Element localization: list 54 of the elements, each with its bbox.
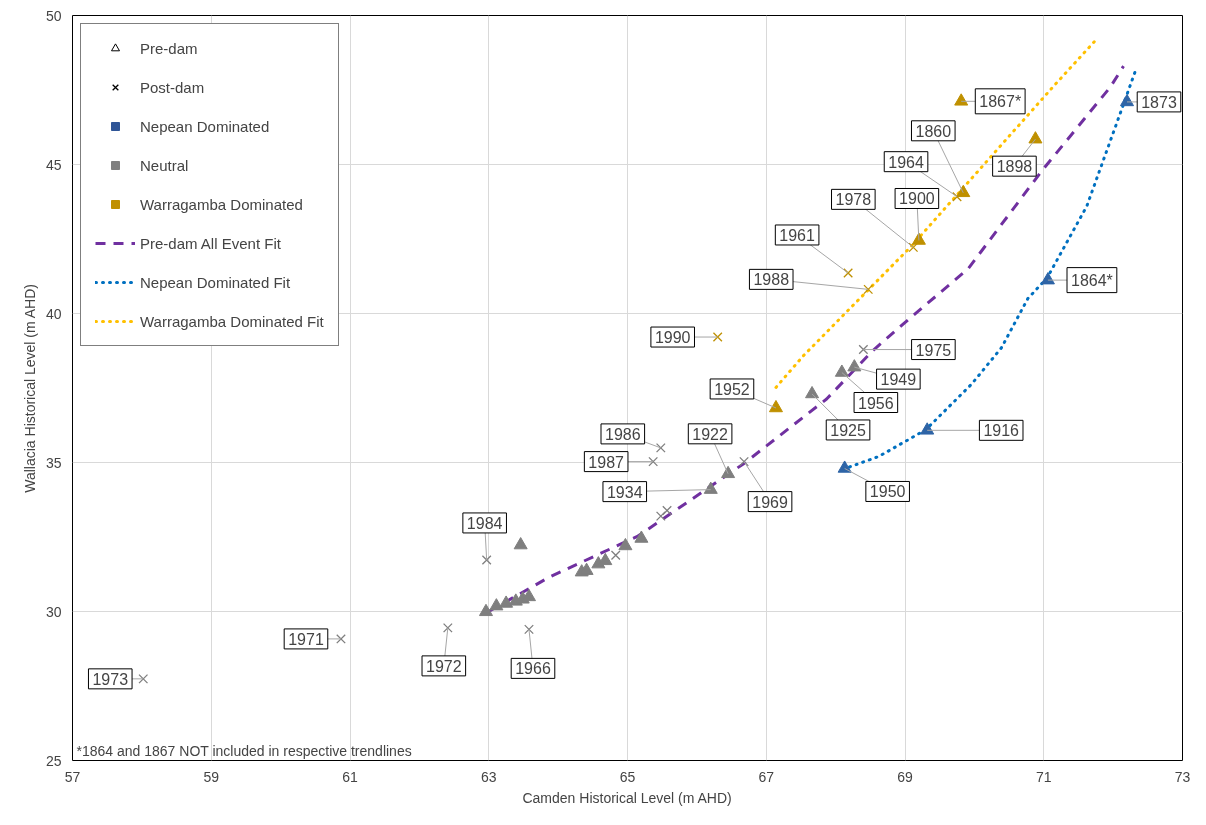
annotation: 1864*	[1071, 271, 1113, 289]
annotation: 1916	[983, 422, 1020, 440]
annotation: 1990	[654, 329, 691, 347]
annotation: 1972	[426, 657, 462, 675]
annotation: 1867*	[979, 92, 1022, 110]
legend-label: Pre-dam	[140, 39, 198, 57]
annotation: 1988	[753, 271, 790, 289]
annotation: 1900	[899, 190, 935, 208]
annotation: 1956	[858, 394, 894, 412]
annotation: 1952	[714, 380, 750, 398]
x-tick-label: 61	[342, 768, 358, 785]
legend-label: Warragamba Dominated Fit	[140, 312, 324, 330]
x-tick-label: 73	[1174, 768, 1191, 785]
annotation: 1969	[752, 493, 788, 511]
y-axis-title: Wallacia Historical Level (m AHD)	[21, 284, 38, 493]
annotation: 1922	[692, 425, 728, 443]
annotation: 1961	[779, 226, 816, 244]
x-tick-label: 65	[619, 768, 636, 785]
legend-label: Post-dam	[140, 78, 205, 96]
annotation: 1949	[880, 371, 917, 389]
x-tick-label: 69	[897, 768, 913, 785]
annotation: 1934	[606, 483, 643, 501]
y-tick-label: 35	[45, 454, 62, 471]
legend-label: Neutral	[140, 156, 189, 174]
annotation: 1860	[915, 122, 952, 140]
x-tick-label: 71	[1035, 768, 1052, 785]
annotation: 1978	[835, 191, 872, 209]
x-axis-title: Camden Historical Level (m AHD)	[522, 789, 732, 806]
x-tick-label: 63	[480, 768, 497, 785]
annotation: 1966	[515, 660, 551, 678]
legend-label: Warragamba Dominated	[140, 195, 303, 213]
annotation: 1898	[996, 158, 1033, 176]
annotation: 1964	[888, 153, 924, 171]
legend-label: Nepean Dominated Fit	[140, 273, 291, 291]
annotation: 1950	[869, 483, 906, 501]
x-tick-label: 67	[758, 768, 775, 785]
x-tick-label: 57	[64, 768, 81, 785]
annotation: 1984	[466, 514, 503, 532]
annotation: 1986	[605, 425, 641, 443]
legend-label: Pre-dam All Event Fit	[140, 234, 281, 252]
legend-label: Nepean Dominated	[140, 117, 270, 135]
annotation: 1873	[1141, 93, 1177, 111]
annotation: *1864 and 1867 NOT included in respective trendlines	[76, 742, 412, 759]
y-tick-label: 45	[45, 156, 62, 173]
y-tick-label: 50	[45, 7, 62, 24]
annotation: 1987	[588, 453, 625, 471]
y-tick-label: 40	[45, 305, 62, 322]
annotation: 1975	[915, 341, 952, 359]
y-tick-label: 30	[45, 603, 62, 620]
y-tick-label: 25	[45, 752, 62, 769]
annotation: 1973	[92, 670, 129, 688]
annotation: 1971	[288, 630, 324, 648]
annotation: 1925	[830, 421, 866, 439]
x-tick-label: 59	[203, 768, 220, 785]
